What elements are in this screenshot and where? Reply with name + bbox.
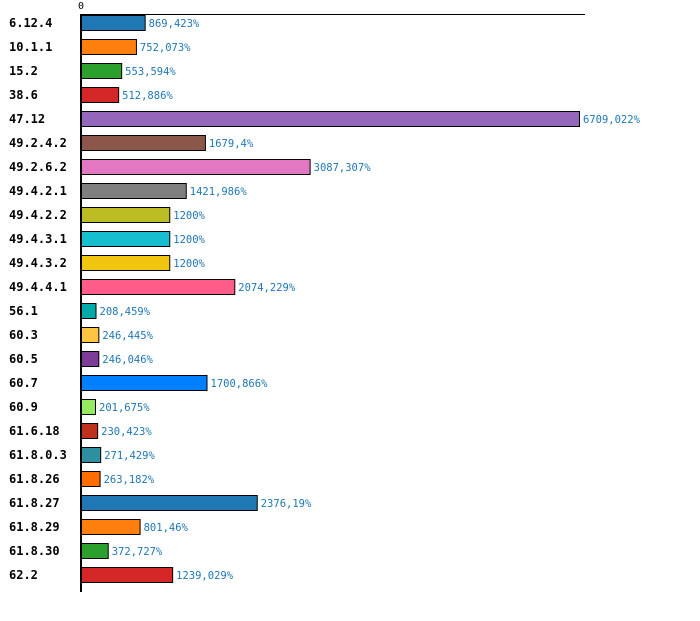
value-label: 6709,022% — [583, 114, 641, 126]
value-label: 3087,307% — [314, 162, 372, 174]
bar — [81, 231, 171, 247]
value-label: 869,423% — [149, 18, 200, 30]
value-label: 1679,4% — [209, 138, 254, 150]
value-label: 263,182% — [104, 474, 155, 486]
category-label: 38.6 — [9, 88, 38, 102]
value-label: 1700,866% — [211, 378, 269, 390]
value-label: 201,675% — [99, 402, 150, 414]
value-label: 246,046% — [102, 354, 153, 366]
category-label: 15.2 — [9, 64, 38, 78]
bar — [81, 495, 258, 511]
value-label: 1200% — [173, 258, 205, 270]
category-label: 49.4.2.2 — [9, 208, 67, 222]
category-label: 49.4.3.1 — [9, 232, 67, 246]
value-label: 512,886% — [122, 90, 173, 102]
bar — [81, 399, 97, 415]
bar — [81, 111, 580, 127]
bar — [81, 183, 187, 199]
value-label: 230,423% — [101, 426, 152, 438]
value-label: 2074,229% — [238, 282, 296, 294]
category-label: 61.8.27 — [9, 496, 60, 510]
bar — [81, 63, 123, 79]
bar — [81, 447, 102, 463]
value-label: 246,445% — [102, 330, 153, 342]
category-label: 61.8.30 — [9, 544, 60, 558]
category-label: 62.2 — [9, 568, 38, 582]
bar — [81, 543, 109, 559]
value-label: 553,594% — [125, 66, 176, 78]
category-label: 10.1.1 — [9, 40, 52, 54]
value-label: 372,727% — [112, 546, 163, 558]
bar — [81, 351, 100, 367]
bar — [81, 15, 146, 31]
bar — [81, 375, 208, 391]
bar — [81, 567, 174, 583]
bar — [81, 279, 236, 295]
category-label: 61.8.26 — [9, 472, 60, 486]
category-label: 47.12 — [9, 112, 45, 126]
bar — [81, 207, 171, 223]
bar — [81, 471, 101, 487]
category-label: 6.12.4 — [9, 16, 52, 30]
value-label: 1200% — [173, 210, 205, 222]
value-label: 801,46% — [144, 522, 189, 534]
value-label: 208,459% — [100, 306, 151, 318]
category-label: 61.6.18 — [9, 424, 60, 438]
value-label: 1421,986% — [190, 186, 248, 198]
category-label: 60.3 — [9, 328, 38, 342]
category-label: 60.9 — [9, 400, 38, 414]
value-label: 752,073% — [140, 42, 191, 54]
category-label: 49.4.2.1 — [9, 184, 67, 198]
bar — [81, 519, 141, 535]
bar — [81, 39, 137, 55]
category-label: 61.8.29 — [9, 520, 60, 534]
category-label: 49.2.6.2 — [9, 160, 67, 174]
bar — [81, 135, 206, 151]
category-label: 61.8.0.3 — [9, 448, 67, 462]
category-label: 60.7 — [9, 376, 38, 390]
value-label: 1200% — [173, 234, 205, 246]
category-label: 60.5 — [9, 352, 38, 366]
bar — [81, 423, 99, 439]
x-tick-label-0: 0 — [78, 1, 84, 12]
bar — [81, 255, 171, 271]
bar — [81, 327, 100, 343]
bar — [81, 87, 120, 103]
category-label: 49.4.4.1 — [9, 280, 67, 294]
value-label: 271,429% — [104, 450, 155, 462]
category-label: 49.2.4.2 — [9, 136, 67, 150]
category-label: 49.4.3.2 — [9, 256, 67, 270]
category-label: 56.1 — [9, 304, 38, 318]
bar — [81, 159, 311, 175]
value-label: 2376,19% — [261, 498, 312, 510]
bar — [81, 303, 97, 319]
value-label: 1239,029% — [176, 570, 234, 582]
